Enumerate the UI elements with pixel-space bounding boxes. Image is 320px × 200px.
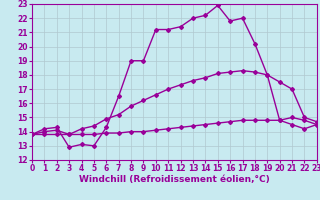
X-axis label: Windchill (Refroidissement éolien,°C): Windchill (Refroidissement éolien,°C) (79, 175, 270, 184)
